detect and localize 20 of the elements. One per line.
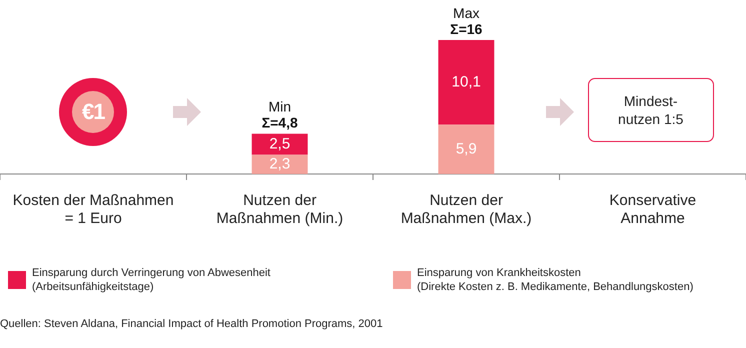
annotation: Mindest- nutzen 1:5 <box>588 78 714 142</box>
data-label: 2,3 <box>269 156 290 173</box>
legend-label: Einsparung von Krankheitskosten (Direkte Kosten z. B. Medikamente, Behandlungskosten) <box>417 266 694 294</box>
total-label: Max Σ=16 <box>450 4 483 37</box>
data-label: 5,9 <box>456 140 477 158</box>
x-tick-label: Konservative Annahme <box>609 192 696 228</box>
legend-label: Einsparung durch Verringerung von Abwesenheit (Arbeitsunfähigkeitstage) <box>32 266 270 294</box>
total-label: Min Σ=4,8 <box>262 98 298 131</box>
source-note: Quellen: Steven Aldana, Financial Impact of Health Promotion Programs, 2001 <box>0 318 383 330</box>
data-label: 10,1 <box>452 73 481 90</box>
data-label: 2,5 <box>269 135 290 152</box>
x-tick-label: Nutzen der Maßnahmen (Min.) <box>216 192 344 228</box>
x-tick-label: Kosten der Maßnahmen = 1 Euro <box>12 192 174 228</box>
bar <box>438 40 494 125</box>
coin-icon: €1 <box>59 78 128 146</box>
bar <box>252 134 308 155</box>
x-tick-label: Nutzen der Maßnahmen (Max.) <box>400 192 532 228</box>
annotation: €1 <box>72 91 114 133</box>
bar <box>252 154 308 174</box>
bar <box>438 124 494 174</box>
